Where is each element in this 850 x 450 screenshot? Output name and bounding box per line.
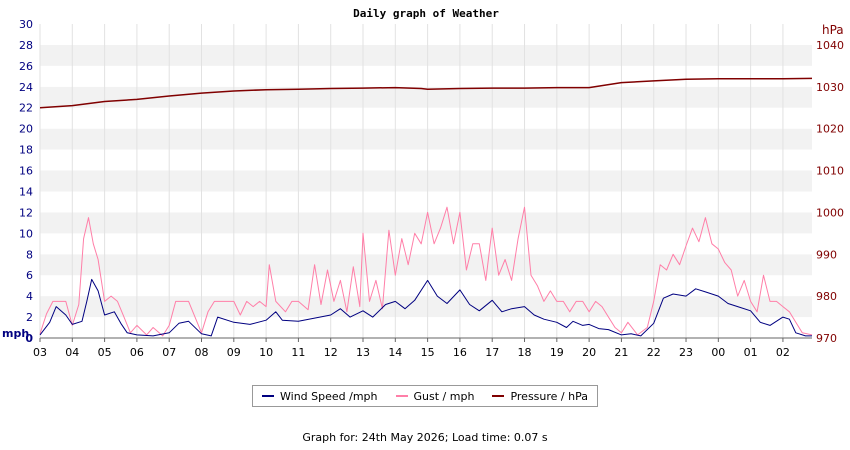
x-tick-label: 00 bbox=[711, 346, 725, 359]
x-tick-label: 13 bbox=[356, 346, 370, 359]
legend-item-wind: Wind Speed /mph bbox=[262, 390, 378, 403]
left-tick-label: 18 bbox=[19, 144, 33, 157]
left-tick-label: 0 bbox=[25, 332, 33, 345]
pressure-line bbox=[39, 77, 813, 109]
x-tick-label: 15 bbox=[421, 346, 435, 359]
x-tick-label: 05 bbox=[98, 346, 112, 359]
plot-background-bands bbox=[40, 24, 812, 338]
wind-speed-line bbox=[39, 278, 812, 337]
x-tick-label: 04 bbox=[65, 346, 79, 359]
x-axis-ticks: 03 04 05 06 07 08 09 10 11 12 13 14 15 16 17 18 19 20 21 22… bbox=[33, 338, 790, 359]
x-tick-label: 14 bbox=[388, 346, 402, 359]
x-tick-label: 18 bbox=[518, 346, 532, 359]
left-tick-label: 26 bbox=[19, 60, 33, 73]
x-tick-label: 08 bbox=[195, 346, 209, 359]
grid-band bbox=[40, 128, 812, 150]
grid-band bbox=[40, 317, 812, 338]
left-tick-label: 30 bbox=[19, 18, 33, 31]
grid-band bbox=[40, 212, 812, 234]
grid-band bbox=[40, 296, 812, 318]
right-tick-label: 1020 bbox=[816, 123, 844, 136]
series-lines bbox=[39, 77, 813, 337]
right-tick-label: 1010 bbox=[816, 165, 844, 178]
x-tick-label: 16 bbox=[453, 346, 467, 359]
x-tick-label: 23 bbox=[679, 346, 693, 359]
gust-line bbox=[39, 206, 813, 337]
left-tick-label: 28 bbox=[19, 39, 33, 52]
legend-swatch-wind bbox=[262, 395, 274, 397]
chart-title: Daily graph of Weather bbox=[353, 7, 499, 20]
vertical-grid bbox=[39, 24, 784, 338]
left-tick-label: 2 bbox=[26, 311, 33, 324]
x-tick-label: 11 bbox=[291, 346, 305, 359]
left-tick-label: 16 bbox=[19, 165, 33, 178]
right-tick-label: 1000 bbox=[816, 206, 844, 219]
left-tick-label: 24 bbox=[19, 81, 33, 94]
legend-item-gust: Gust / mph bbox=[395, 389, 475, 403]
grid-band bbox=[40, 233, 812, 255]
x-tick-label: 22 bbox=[647, 346, 661, 359]
grid-band bbox=[40, 107, 812, 129]
left-tick-label: 6 bbox=[26, 269, 33, 282]
right-tick-label: 990 bbox=[816, 248, 837, 261]
right-tick-label: 1030 bbox=[816, 81, 844, 94]
graph-footer: Graph for: 24th May 2026; Load time: 0.0… bbox=[302, 431, 548, 444]
left-tick-label: 20 bbox=[19, 123, 33, 136]
x-tick-label: 02 bbox=[776, 346, 790, 359]
legend-swatch-pressure bbox=[492, 395, 505, 397]
x-tick-label: 10 bbox=[259, 346, 273, 359]
left-axis-unit: mph bbox=[2, 327, 29, 340]
grid-band bbox=[40, 254, 812, 276]
x-tick-label: 01 bbox=[744, 346, 758, 359]
grid-band bbox=[40, 65, 812, 87]
x-tick-label: 21 bbox=[614, 346, 628, 359]
x-tick-label: 12 bbox=[324, 346, 338, 359]
x-tick-label: 17 bbox=[485, 346, 499, 359]
left-tick-label: 12 bbox=[19, 206, 33, 219]
grid-band bbox=[40, 86, 812, 108]
right-tick-label: 1040 bbox=[816, 39, 844, 52]
x-tick-label: 03 bbox=[33, 346, 47, 359]
legend-label-gust: Gust / mph bbox=[413, 389, 475, 403]
legend-item-pressure: Pressure / hPa bbox=[492, 390, 588, 403]
grid-band bbox=[40, 149, 812, 171]
grid-band bbox=[40, 170, 812, 192]
right-axis-unit: hPa bbox=[822, 23, 844, 37]
left-tick-label: 10 bbox=[19, 227, 33, 240]
left-tick-label: 4 bbox=[26, 290, 33, 303]
legend-label-pressure: Pressure / hPa bbox=[510, 389, 588, 403]
grid-band bbox=[40, 191, 812, 213]
legend-label-wind: Wind Speed /mph bbox=[280, 389, 378, 403]
grid-band bbox=[40, 275, 812, 297]
chart-legend: Wind Speed /mph Gust / mph Pressure / hP… bbox=[252, 385, 598, 407]
x-tick-label: 07 bbox=[162, 346, 176, 359]
x-tick-label: 20 bbox=[582, 346, 596, 359]
grid-band bbox=[40, 44, 812, 66]
grid-band bbox=[40, 24, 812, 45]
left-tick-label: 8 bbox=[26, 248, 33, 261]
right-tick-label: 970 bbox=[816, 332, 837, 345]
legend-swatch-gust bbox=[395, 395, 408, 397]
right-tick-label: 980 bbox=[816, 290, 837, 303]
x-tick-label: 19 bbox=[550, 346, 564, 359]
right-axis-ticks: 970 980 990 1000 1010 1020 1030 1040 bbox=[816, 39, 844, 345]
left-tick-label: 22 bbox=[19, 102, 33, 115]
x-tick-label: 06 bbox=[130, 346, 144, 359]
x-tick-label: 09 bbox=[227, 346, 241, 359]
left-tick-label: 14 bbox=[19, 185, 33, 198]
